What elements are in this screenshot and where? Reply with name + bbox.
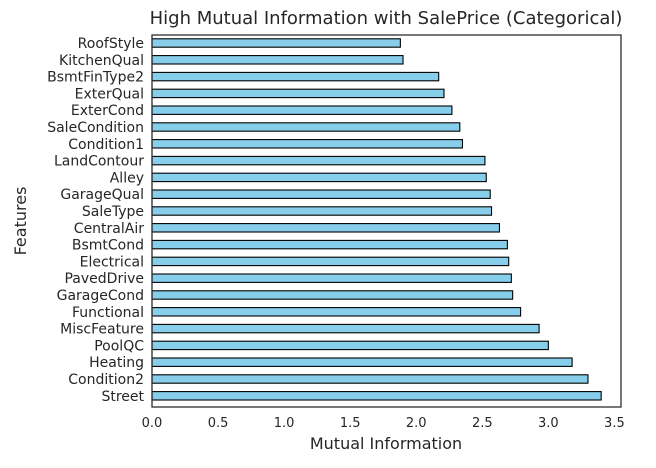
x-tick-label: 1.0 [274, 416, 295, 431]
category-label-electrical: Electrical [80, 254, 144, 270]
category-label-alley: Alley [110, 170, 144, 186]
category-label-landcontour: LandContour [54, 154, 144, 170]
x-tick-label: 2.0 [406, 416, 427, 431]
x-tick-label: 0.0 [142, 416, 163, 431]
category-labels-group: StreetCondition2HeatingPoolQCMiscFeature… [47, 36, 144, 405]
bar-garagecond [151, 290, 514, 300]
bar-centralair [151, 223, 501, 233]
x-tick-label: 0.5 [208, 416, 229, 431]
y-axis-label: Features [11, 187, 30, 256]
bar-miscfeature [151, 323, 540, 334]
category-label-garagecond: GarageCond [57, 288, 144, 304]
bar-functional [151, 307, 522, 317]
category-label-condition1: Condition1 [68, 137, 144, 153]
bar-alley [151, 172, 487, 183]
plot-frame [151, 34, 622, 408]
category-label-bsmtfintype2: BsmtFinType2 [47, 70, 144, 86]
bar-extercond [151, 105, 453, 115]
category-label-garagequal: GarageQual [60, 187, 144, 203]
chart-title: High Mutual Information with SalePrice (… [150, 8, 623, 29]
category-label-condition2: Condition2 [68, 372, 144, 388]
bar-saletype [151, 206, 493, 216]
bar-garagequal [151, 189, 491, 199]
category-label-bsmtcond: BsmtCond [72, 238, 144, 254]
bar-poolqc [151, 340, 549, 351]
category-label-centralair: CentralAir [74, 221, 144, 237]
category-label-paveddrive: PavedDrive [64, 271, 144, 287]
x-tick-label: 2.5 [472, 416, 493, 431]
category-label-heating: Heating [89, 355, 144, 371]
bar-condition2 [151, 374, 589, 384]
bar-bsmtfintype2 [151, 71, 440, 82]
bars-group [151, 38, 602, 401]
bar-bsmtcond [151, 239, 508, 250]
x-ticks-group: 0.0 0.5 1.0 1.5 2.0 2.5 3.0 3.5 [142, 416, 625, 431]
category-label-street: Street [101, 389, 144, 405]
category-label-saletype: SaleType [82, 204, 144, 220]
bar-salecondition [151, 122, 461, 132]
x-tick-label: 1.5 [340, 416, 361, 431]
category-label-roofstyle: RoofStyle [78, 36, 144, 52]
bar-condition1 [151, 139, 464, 149]
bar-exterqual [151, 88, 445, 99]
x-tick-label: 3.0 [538, 416, 559, 431]
bar-paveddrive [151, 273, 512, 283]
bar-electrical [151, 256, 510, 267]
x-axis-label: Mutual Information [310, 434, 462, 453]
bar-kitchenqual [151, 55, 404, 65]
category-label-functional: Functional [72, 305, 144, 321]
category-label-extercond: ExterCond [71, 103, 144, 119]
category-label-miscfeature: MiscFeature [60, 322, 144, 338]
bar-landcontour [151, 155, 486, 166]
category-label-exterqual: ExterQual [75, 86, 144, 102]
category-label-poolqc: PoolQC [94, 338, 144, 354]
bar-roofstyle [151, 38, 401, 48]
category-label-salecondition: SaleCondition [47, 120, 144, 136]
bar-heating [151, 357, 573, 367]
bar-street [151, 391, 602, 401]
x-tick-label: 3.5 [604, 416, 625, 431]
category-label-kitchenqual: KitchenQual [59, 53, 144, 69]
